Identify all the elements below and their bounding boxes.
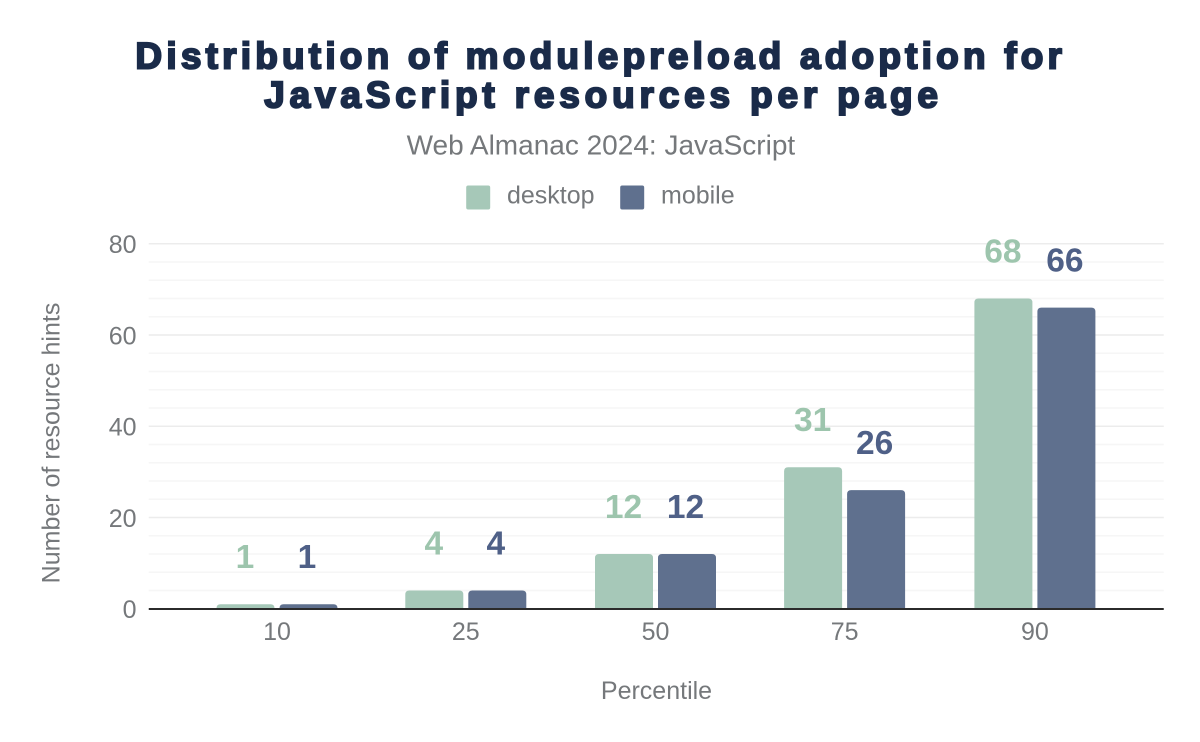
svg-text:12: 12 — [667, 489, 704, 526]
svg-text:Percentile: Percentile — [601, 677, 712, 705]
svg-text:1: 1 — [236, 539, 255, 576]
svg-text:90: 90 — [1021, 618, 1049, 646]
svg-text:Web Almanac 2024: JavaScript: Web Almanac 2024: JavaScript — [407, 129, 796, 160]
svg-text:25: 25 — [452, 618, 480, 646]
svg-text:68: 68 — [984, 233, 1021, 270]
svg-text:40: 40 — [109, 414, 137, 442]
svg-text:4: 4 — [486, 525, 505, 562]
svg-text:mobile: mobile — [661, 182, 735, 210]
svg-text:Distribution of modulepreload: Distribution of modulepreload adoption f… — [135, 36, 1066, 77]
svg-text:4: 4 — [424, 525, 443, 562]
svg-text:12: 12 — [605, 489, 642, 526]
svg-text:Number of resource hints: Number of resource hints — [38, 303, 66, 584]
svg-text:1: 1 — [298, 539, 317, 576]
svg-text:66: 66 — [1046, 242, 1083, 279]
svg-text:26: 26 — [856, 425, 893, 462]
svg-text:31: 31 — [794, 402, 831, 439]
svg-text:JavaScript resources per page: JavaScript resources per page — [264, 75, 943, 116]
svg-text:80: 80 — [109, 231, 137, 259]
svg-text:60: 60 — [109, 322, 137, 350]
svg-text:75: 75 — [831, 618, 859, 646]
svg-text:10: 10 — [263, 618, 291, 646]
svg-text:50: 50 — [642, 618, 670, 646]
svg-text:20: 20 — [109, 505, 137, 533]
svg-text:0: 0 — [123, 596, 137, 624]
svg-text:desktop: desktop — [507, 182, 595, 210]
